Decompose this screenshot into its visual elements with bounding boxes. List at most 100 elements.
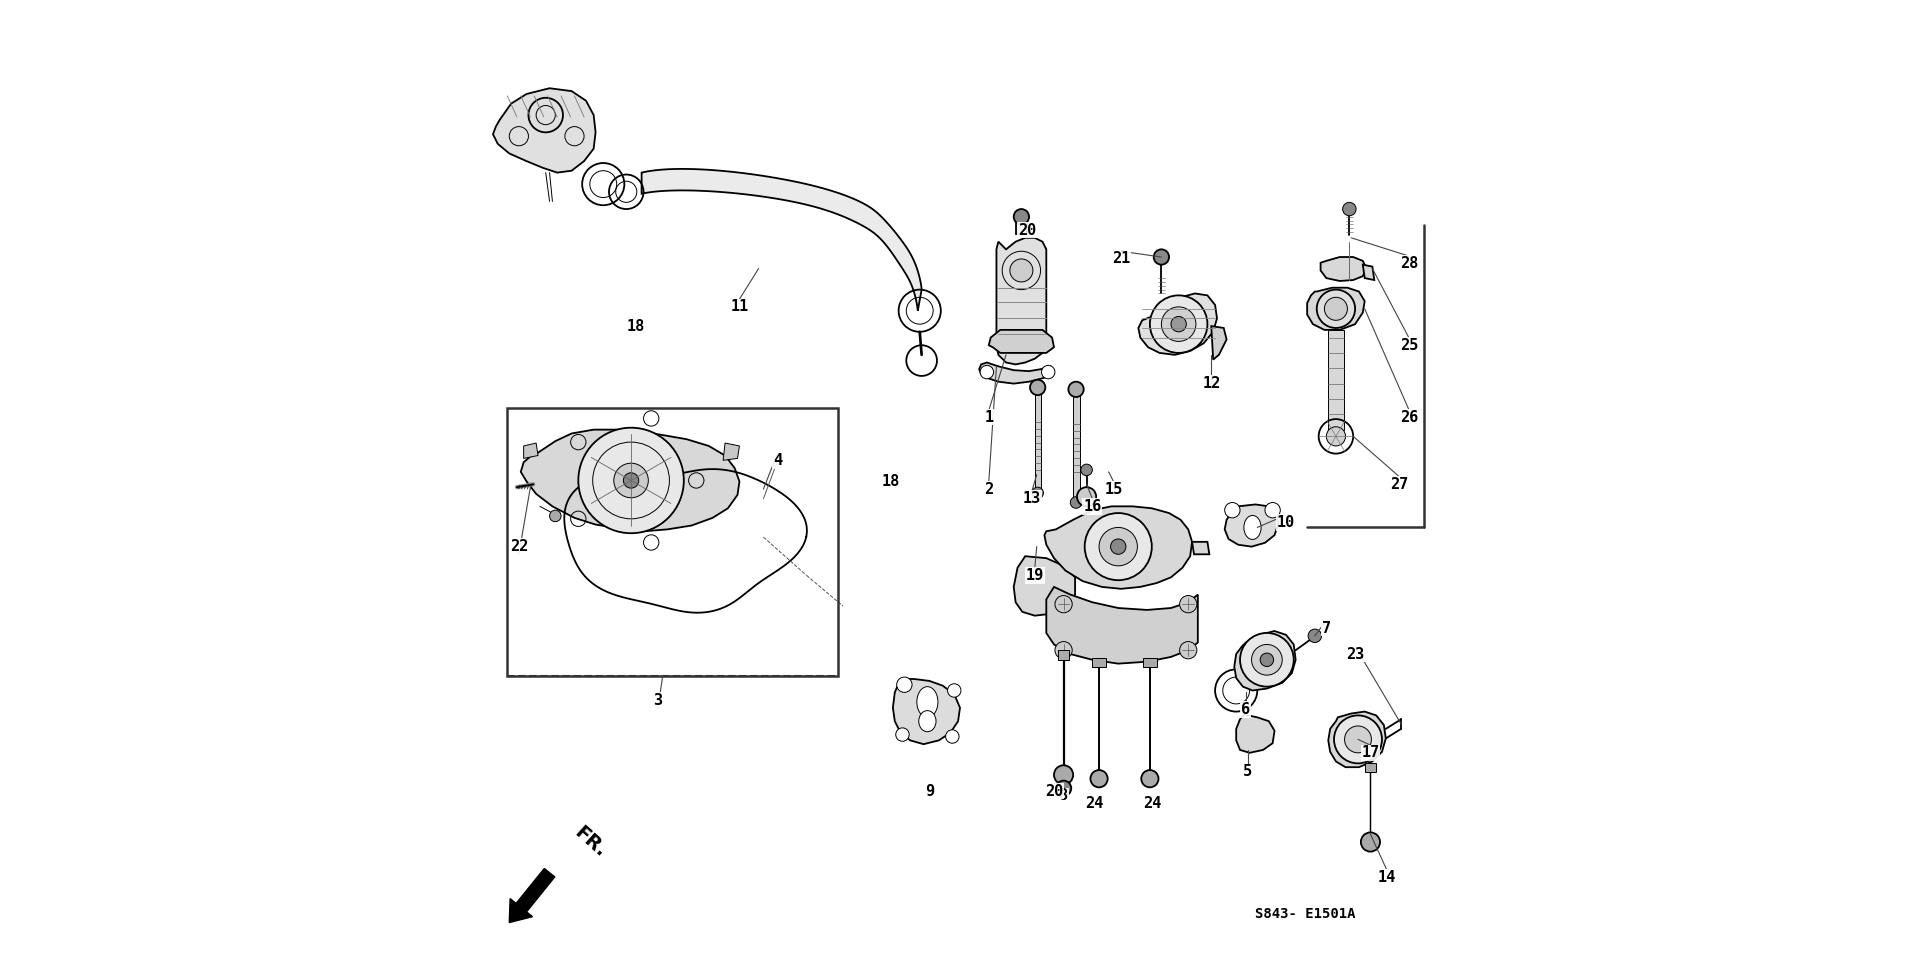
Circle shape: [1054, 765, 1073, 784]
Circle shape: [1342, 202, 1356, 216]
Polygon shape: [641, 169, 922, 311]
Circle shape: [1014, 209, 1029, 224]
Circle shape: [1077, 487, 1096, 506]
Text: FR.: FR.: [570, 823, 611, 861]
Circle shape: [1068, 382, 1083, 397]
Polygon shape: [1236, 714, 1275, 753]
Circle shape: [1054, 642, 1071, 659]
Text: 14: 14: [1379, 870, 1396, 885]
Polygon shape: [1139, 293, 1217, 355]
Circle shape: [624, 473, 639, 488]
Polygon shape: [1046, 587, 1198, 664]
Circle shape: [1361, 832, 1380, 852]
Text: 6: 6: [1240, 702, 1250, 717]
Polygon shape: [1044, 506, 1192, 589]
Circle shape: [947, 730, 960, 743]
Circle shape: [979, 365, 993, 379]
Polygon shape: [493, 88, 595, 173]
Polygon shape: [524, 443, 538, 458]
Circle shape: [1150, 295, 1208, 353]
Ellipse shape: [1244, 516, 1261, 539]
Polygon shape: [1014, 556, 1075, 616]
Polygon shape: [1235, 631, 1296, 690]
Text: 5: 5: [1242, 764, 1252, 780]
Text: 10: 10: [1277, 515, 1296, 530]
Circle shape: [897, 728, 910, 741]
FancyArrow shape: [509, 869, 555, 923]
Circle shape: [1252, 644, 1283, 675]
Text: 25: 25: [1400, 338, 1419, 353]
Polygon shape: [724, 443, 739, 460]
Polygon shape: [1308, 288, 1365, 330]
Circle shape: [1091, 770, 1108, 787]
Circle shape: [1056, 781, 1071, 796]
Circle shape: [1179, 596, 1196, 613]
Circle shape: [948, 684, 960, 697]
Polygon shape: [1321, 257, 1367, 281]
Polygon shape: [1016, 221, 1027, 234]
Circle shape: [1154, 249, 1169, 265]
Text: 24: 24: [1142, 796, 1162, 811]
Circle shape: [1069, 497, 1081, 508]
Text: 20: 20: [1018, 222, 1037, 238]
Polygon shape: [1192, 542, 1210, 554]
Circle shape: [1110, 539, 1125, 554]
Circle shape: [1029, 380, 1044, 395]
Text: 4: 4: [774, 453, 781, 468]
Polygon shape: [1365, 763, 1377, 772]
Text: 28: 28: [1400, 256, 1419, 271]
Circle shape: [1325, 297, 1348, 320]
Polygon shape: [1329, 712, 1386, 767]
Text: 1: 1: [985, 409, 993, 425]
Text: 17: 17: [1361, 745, 1380, 760]
Polygon shape: [1035, 391, 1041, 491]
Circle shape: [1041, 365, 1054, 379]
Circle shape: [1031, 487, 1043, 499]
Text: 7: 7: [1321, 620, 1331, 636]
Text: 11: 11: [730, 299, 749, 315]
Text: 12: 12: [1202, 376, 1221, 391]
Circle shape: [1010, 259, 1033, 282]
Text: 19: 19: [1025, 568, 1044, 583]
Text: 18: 18: [881, 474, 900, 489]
Circle shape: [549, 510, 561, 522]
Circle shape: [1317, 290, 1356, 328]
Circle shape: [578, 428, 684, 533]
Ellipse shape: [918, 687, 939, 717]
Circle shape: [1081, 464, 1092, 476]
Polygon shape: [1363, 265, 1375, 280]
Circle shape: [1240, 633, 1294, 687]
Circle shape: [1334, 715, 1382, 763]
Text: 2: 2: [985, 481, 993, 497]
Polygon shape: [893, 679, 960, 744]
Text: 18: 18: [626, 318, 645, 334]
Ellipse shape: [920, 711, 937, 732]
Circle shape: [1225, 503, 1240, 518]
Text: 24: 24: [1085, 796, 1104, 811]
Text: 20: 20: [1044, 784, 1064, 799]
Circle shape: [1162, 307, 1196, 341]
Text: 26: 26: [1400, 409, 1419, 425]
Circle shape: [1179, 642, 1196, 659]
Text: 23: 23: [1346, 646, 1365, 662]
Polygon shape: [1329, 330, 1344, 430]
Circle shape: [1260, 653, 1273, 667]
Circle shape: [1085, 513, 1152, 580]
Text: 22: 22: [509, 539, 528, 554]
Polygon shape: [989, 330, 1054, 353]
Polygon shape: [1058, 650, 1069, 660]
Circle shape: [1265, 503, 1281, 518]
Circle shape: [1327, 427, 1346, 446]
Polygon shape: [996, 238, 1046, 364]
Circle shape: [1140, 770, 1158, 787]
Circle shape: [1054, 596, 1071, 613]
Circle shape: [1098, 527, 1137, 566]
Polygon shape: [979, 363, 1050, 384]
Circle shape: [1171, 316, 1187, 332]
Bar: [507, 408, 839, 676]
Text: 21: 21: [1112, 251, 1131, 267]
Circle shape: [1344, 726, 1371, 753]
Polygon shape: [520, 430, 739, 531]
Polygon shape: [1212, 326, 1227, 360]
Polygon shape: [1092, 658, 1106, 667]
